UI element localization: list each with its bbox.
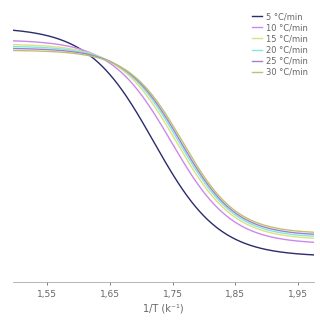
25 °C/min (147, 91, 151, 95)
X-axis label: 1/T (k⁻¹): 1/T (k⁻¹) (143, 303, 183, 313)
20 °C/min (237, 216, 241, 220)
5 °C/min (11, 28, 15, 32)
Line: 15 °C/min: 15 °C/min (13, 44, 314, 238)
Line: 30 °C/min: 30 °C/min (13, 51, 314, 232)
5 °C/min (64, 40, 68, 44)
Line: 10 °C/min: 10 °C/min (13, 41, 314, 242)
15 °C/min (88, 52, 92, 55)
25 °C/min (64, 49, 68, 53)
5 °C/min (188, 198, 192, 202)
Legend: 5 °C/min, 10 °C/min, 15 °C/min, 20 °C/min, 25 °C/min, 30 °C/min: 5 °C/min, 10 °C/min, 15 °C/min, 20 °C/mi… (251, 11, 309, 78)
30 °C/min (64, 51, 68, 54)
10 °C/min (212, 202, 216, 206)
10 °C/min (188, 171, 192, 175)
Line: 20 °C/min: 20 °C/min (13, 46, 314, 236)
20 °C/min (147, 93, 151, 97)
20 °C/min (64, 48, 68, 52)
5 °C/min (237, 239, 241, 243)
15 °C/min (212, 196, 216, 200)
15 °C/min (312, 236, 316, 240)
15 °C/min (64, 46, 68, 50)
5 °C/min (212, 223, 216, 227)
10 °C/min (147, 104, 151, 108)
30 °C/min (237, 212, 241, 216)
25 °C/min (11, 47, 15, 51)
Line: 5 °C/min: 5 °C/min (13, 30, 314, 255)
5 °C/min (312, 253, 316, 257)
20 °C/min (188, 159, 192, 163)
20 °C/min (312, 234, 316, 238)
10 °C/min (312, 240, 316, 244)
25 °C/min (188, 156, 192, 160)
15 °C/min (147, 97, 151, 100)
15 °C/min (237, 218, 241, 222)
30 °C/min (188, 153, 192, 156)
10 °C/min (237, 223, 241, 227)
30 °C/min (88, 54, 92, 58)
25 °C/min (88, 53, 92, 57)
25 °C/min (237, 214, 241, 218)
30 °C/min (147, 89, 151, 93)
20 °C/min (212, 193, 216, 196)
15 °C/min (11, 43, 15, 46)
5 °C/min (88, 54, 92, 58)
Line: 25 °C/min: 25 °C/min (13, 49, 314, 234)
30 °C/min (11, 49, 15, 52)
10 °C/min (11, 39, 15, 43)
25 °C/min (312, 232, 316, 236)
25 °C/min (212, 190, 216, 194)
10 °C/min (88, 51, 92, 54)
20 °C/min (11, 44, 15, 48)
30 °C/min (312, 230, 316, 234)
5 °C/min (147, 132, 151, 135)
30 °C/min (212, 188, 216, 191)
15 °C/min (188, 163, 192, 167)
20 °C/min (88, 52, 92, 56)
10 °C/min (64, 44, 68, 48)
